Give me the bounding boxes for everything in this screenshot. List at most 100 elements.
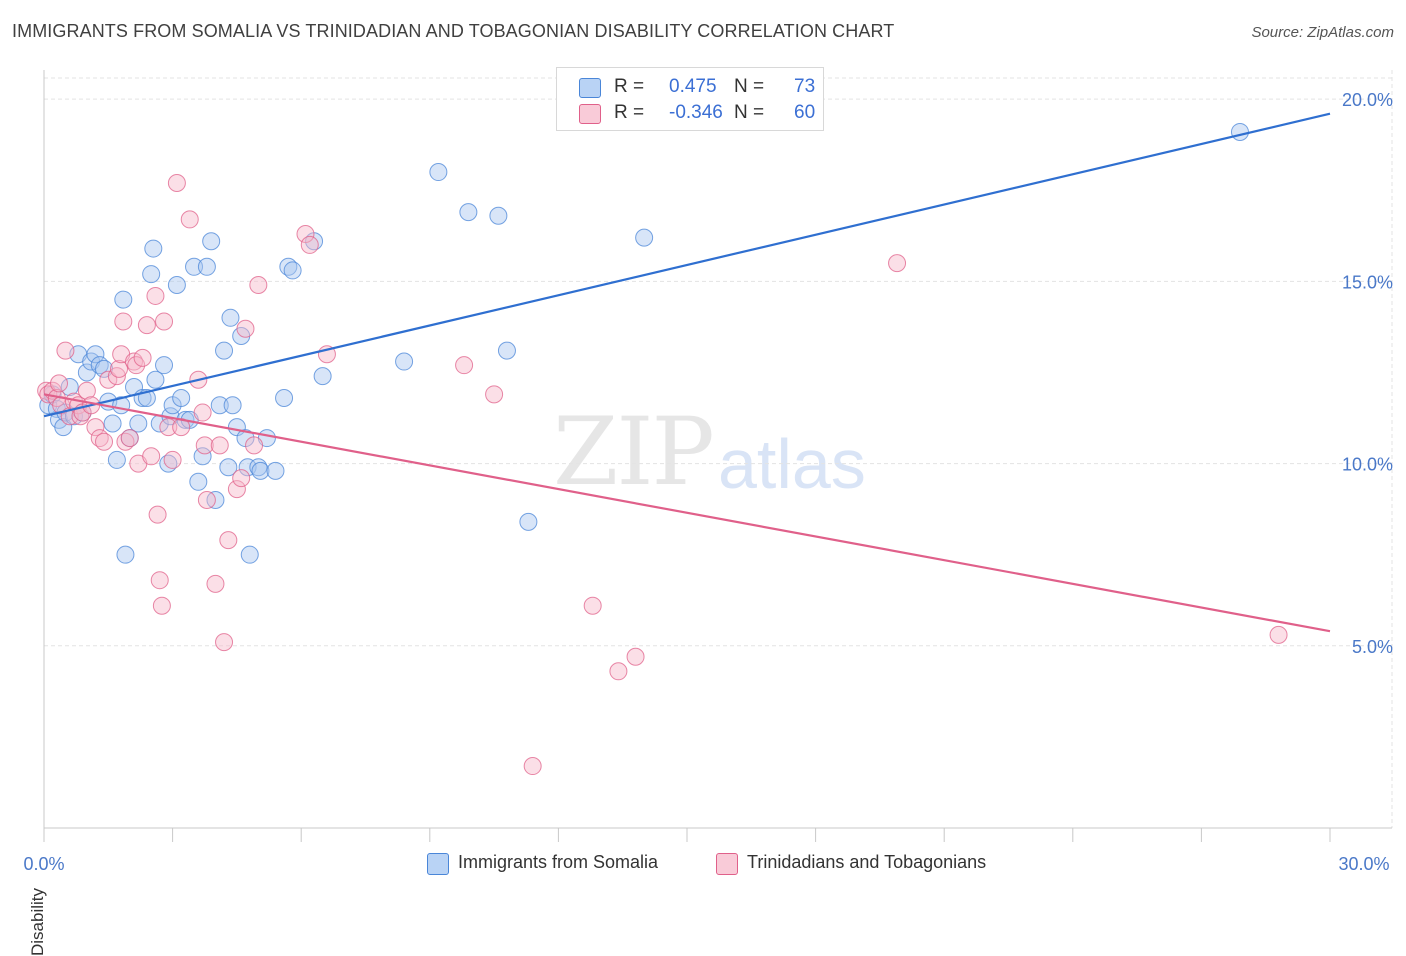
point-trinidad <box>1269 625 1288 644</box>
point-somalia <box>283 261 302 280</box>
point-trinidad <box>120 429 139 448</box>
point-trinidad <box>150 571 169 590</box>
point-trinidad <box>888 254 907 273</box>
point-trinidad <box>193 403 212 422</box>
point-somalia <box>197 257 216 276</box>
point-trinidad <box>215 633 234 652</box>
point-trinidad <box>206 574 225 593</box>
legend-swatch-trinidad <box>579 104 601 124</box>
point-somalia <box>107 450 126 469</box>
point-somalia <box>60 378 79 397</box>
point-trinidad <box>485 385 504 404</box>
point-somalia <box>189 472 208 491</box>
point-trinidad <box>455 356 474 375</box>
point-somalia <box>313 367 332 386</box>
bottom-legend-swatch-somalia <box>427 853 449 875</box>
legend-n-label: N = <box>734 76 765 97</box>
point-somalia <box>129 414 148 433</box>
legend-n-value: 73 <box>794 76 816 97</box>
point-trinidad <box>232 469 251 488</box>
point-somalia <box>86 345 105 364</box>
legend-n-label: N = <box>734 102 765 123</box>
point-trinidad <box>296 224 315 243</box>
point-trinidad <box>210 436 229 455</box>
point-somalia <box>1230 122 1249 141</box>
point-trinidad <box>56 341 75 360</box>
bottom-legend-swatch-trinidad <box>716 853 738 875</box>
point-trinidad <box>167 173 186 192</box>
y-tick-label: 5.0% <box>1352 637 1393 657</box>
point-trinidad <box>197 491 216 510</box>
point-trinidad <box>155 312 174 331</box>
point-somalia <box>172 388 191 407</box>
point-somalia <box>635 228 654 247</box>
point-trinidad <box>114 312 133 331</box>
point-trinidad <box>626 647 645 666</box>
point-trinidad <box>236 319 255 338</box>
y-tick-label: 20.0% <box>1342 90 1393 110</box>
point-trinidad <box>245 436 264 455</box>
point-somalia <box>459 203 478 222</box>
point-somalia <box>497 341 516 360</box>
watermark-atlas: atlas <box>718 425 866 503</box>
point-trinidad <box>583 596 602 615</box>
point-somalia <box>65 407 84 426</box>
point-trinidad <box>50 374 69 393</box>
point-somalia <box>266 461 285 480</box>
point-trinidad <box>142 447 161 466</box>
bottom-legend-label-somalia: Immigrants from Somalia <box>458 852 659 872</box>
point-somalia <box>519 512 538 531</box>
chart-title: IMMIGRANTS FROM SOMALIA VS TRINIDADIAN A… <box>12 21 895 41</box>
point-somalia <box>167 276 186 295</box>
trendline-somalia <box>43 112 1331 418</box>
point-trinidad <box>95 432 114 451</box>
point-trinidad <box>148 505 167 524</box>
point-trinidad <box>86 418 105 437</box>
point-trinidad <box>99 370 118 389</box>
point-trinidad <box>249 276 268 295</box>
point-somalia <box>223 396 242 415</box>
legend-r-value: -0.346 <box>669 102 723 123</box>
watermark-zip: ZIP <box>553 398 715 507</box>
point-trinidad <box>137 316 156 335</box>
point-trinidad <box>227 480 246 499</box>
point-trinidad <box>163 450 182 469</box>
point-somalia <box>395 352 414 371</box>
point-trinidad <box>159 418 178 437</box>
point-somalia <box>215 341 234 360</box>
point-trinidad <box>609 662 628 681</box>
legend-swatch-somalia <box>579 78 601 98</box>
chart-source: Source: ZipAtlas.com <box>1251 24 1394 41</box>
point-trinidad <box>133 348 152 367</box>
bottom-legend-label-trinidad: Trinidadians and Tobagonians <box>747 852 987 872</box>
point-trinidad <box>180 210 199 229</box>
point-somalia <box>155 356 174 375</box>
point-somalia <box>251 461 270 480</box>
point-somalia <box>210 396 229 415</box>
point-somalia <box>142 265 161 284</box>
scatter-plot: 5.0% 10.0% 15.0% 20.0% 0.0% 30.0% <box>23 70 1393 874</box>
y-tick-label: 15.0% <box>1342 272 1393 292</box>
point-somalia <box>219 458 238 477</box>
point-somalia <box>240 545 259 564</box>
point-somalia <box>185 257 204 276</box>
legend-r-value: 0.475 <box>669 76 717 97</box>
point-trinidad <box>219 531 238 550</box>
x-tick-label: 0.0% <box>23 854 64 874</box>
point-somalia <box>275 388 294 407</box>
point-somalia <box>116 545 135 564</box>
legend-n-value: 60 <box>794 102 816 123</box>
point-somalia <box>221 308 240 327</box>
legend-r-label: R = <box>614 76 645 97</box>
correlation-legend: R = 0.475 N = 73 R = -0.346 N = 60 <box>556 67 824 131</box>
point-trinidad <box>110 359 129 378</box>
point-trinidad <box>300 235 319 254</box>
point-somalia <box>429 163 448 182</box>
point-somalia <box>193 447 212 466</box>
point-somalia <box>114 290 133 309</box>
point-trinidad <box>195 436 214 455</box>
point-trinidad <box>152 596 171 615</box>
point-somalia <box>146 370 165 389</box>
point-trinidad <box>146 286 165 305</box>
point-trinidad <box>127 356 146 375</box>
